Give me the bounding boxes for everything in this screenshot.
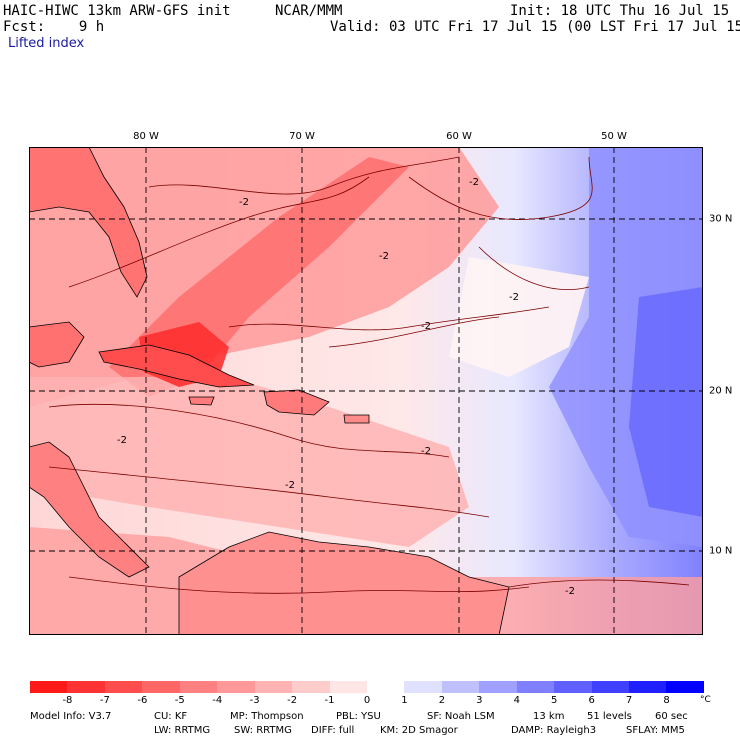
contour-label: -2	[239, 197, 249, 208]
contour-line	[228, 306, 550, 331]
colorbar-tick-label: -6	[137, 695, 148, 706]
valid-time: Valid: 03 UTC Fri 17 Jul 15 (00 LST Fri …	[330, 19, 740, 35]
land-puerto-rico	[343, 414, 370, 424]
colorbar-tick-label: -2	[287, 695, 298, 706]
contour-line	[148, 156, 460, 195]
contour-labels: -2 -2 -2 -2 -2 -2 -2 -2 -2	[117, 177, 575, 597]
colorbar-swatch	[591, 681, 629, 693]
contour-line	[68, 176, 370, 288]
colorbar-tick-label: -7	[99, 695, 110, 706]
contour-label: -2	[469, 177, 479, 188]
lat-label-20n: 20 N	[709, 385, 733, 397]
lon-label-80w: 80 W	[133, 131, 159, 142]
contours	[48, 156, 690, 594]
contour-label: -2	[379, 251, 389, 262]
model-info-item: DAMP: Rayleigh3	[511, 725, 597, 736]
colorbar-tick-label: 6	[588, 695, 595, 706]
land-south-america	[178, 531, 510, 635]
model-info-item: PBL: YSU	[336, 711, 381, 722]
lon-label-60w: 60 W	[446, 131, 472, 142]
colorbar-swatch	[666, 681, 704, 693]
colorbar-swatch	[441, 681, 480, 693]
colorbar-swatch	[404, 681, 442, 693]
contour-label: -2	[565, 586, 575, 597]
model-info-item: MP: Thompson	[230, 711, 304, 722]
model-info-item: SF: Noah LSM	[427, 711, 495, 722]
colorbar-tick-label: 7	[625, 695, 633, 706]
model-title: HAIC-HIWC 13km ARW-GFS init	[3, 3, 231, 19]
contour-line	[48, 466, 490, 518]
neutral-tongue	[449, 257, 589, 377]
model-info-item: SFLAY: MM5	[626, 725, 685, 736]
colorbar-tick-label: 2	[438, 695, 446, 706]
colorbar-swatch	[554, 681, 592, 693]
colorbar-swatch	[629, 681, 667, 693]
colorbar-tick-label: 4	[513, 695, 520, 706]
colorbar-unit: °C	[700, 695, 711, 705]
contour-label: -2	[421, 321, 431, 332]
model-info-item: DIFF: full	[311, 725, 355, 736]
stable-core	[629, 287, 703, 517]
field-name: Lifted index	[8, 36, 85, 51]
colorbar-tick-label: 0	[363, 695, 371, 706]
init-time: Init: 18 UTC Thu 16 Jul 15	[510, 3, 730, 19]
forecast-hour: Fcst: 9 h	[3, 19, 105, 35]
model-info-item: 13 km	[533, 711, 565, 722]
colorbar-swatch	[292, 681, 330, 693]
colorbar-swatch	[179, 681, 218, 693]
colorbar-swatch	[329, 681, 367, 693]
colorbar-tick-label: -5	[174, 695, 185, 706]
colorbar-swatch	[142, 681, 180, 693]
colorbar-swatch	[366, 681, 405, 693]
colorbar-swatch	[479, 681, 517, 693]
contour-line	[48, 403, 450, 458]
colorbar-swatch	[217, 681, 255, 693]
lat-label-30n: 30 N	[709, 213, 733, 225]
model-info-item: LW: RRTMG	[154, 725, 211, 736]
lifted-index-map: -2 -2 -2 -2 -2 -2 -2 -2 -2	[29, 147, 703, 635]
organization-label: NCAR/MMM	[275, 3, 343, 19]
colorbar-swatch	[30, 681, 68, 693]
contour-line	[408, 156, 593, 220]
contour-line	[508, 579, 690, 588]
land-florida	[29, 147, 148, 298]
model-info-item: KM: 2D Smagor	[380, 725, 458, 736]
colorbar-swatch	[254, 681, 293, 693]
model-info-item: SW: RRTMG	[234, 725, 292, 736]
contour-line	[68, 576, 530, 594]
land-hispaniola	[263, 389, 330, 416]
map-frame	[29, 147, 703, 635]
land-yucatan	[29, 321, 85, 368]
lat-label-10n: 10 N	[709, 545, 733, 557]
colorbar-tick-label: 8	[663, 695, 670, 706]
colorbar-tick-label: -3	[249, 695, 260, 706]
contour-line	[478, 246, 590, 290]
contour-line	[328, 316, 500, 348]
land-central-america	[29, 441, 150, 578]
colorbar-tick-label: 1	[401, 695, 408, 706]
land-jamaica	[188, 396, 215, 406]
graticule	[29, 147, 703, 635]
contour-label: -2	[117, 435, 127, 446]
contour-label: -2	[509, 292, 519, 303]
contour-label: -2	[421, 446, 431, 457]
lon-label-50w: 50 W	[601, 131, 627, 142]
colorbar-tick-label: 5	[551, 695, 558, 706]
colorbar-tick-label: -1	[324, 695, 335, 706]
colorbar-tick-label: -8	[62, 695, 73, 706]
colorbar-swatch	[516, 681, 555, 693]
land-cuba	[98, 344, 255, 388]
colorbar-tick-label: 3	[476, 695, 483, 706]
model-info-item: CU: KF	[154, 711, 188, 722]
lon-label-70w: 70 W	[289, 131, 315, 142]
model-info-item: 60 sec	[655, 711, 688, 722]
colorbar-swatch	[104, 681, 143, 693]
colorbar-tick-label: -4	[212, 695, 223, 706]
contour-label: -2	[285, 480, 295, 491]
colorbar	[30, 681, 704, 693]
colorbar-swatch	[67, 681, 105, 693]
model-info-item: 51 levels	[587, 711, 632, 722]
model-info-item: Model Info: V3.7	[30, 711, 112, 722]
